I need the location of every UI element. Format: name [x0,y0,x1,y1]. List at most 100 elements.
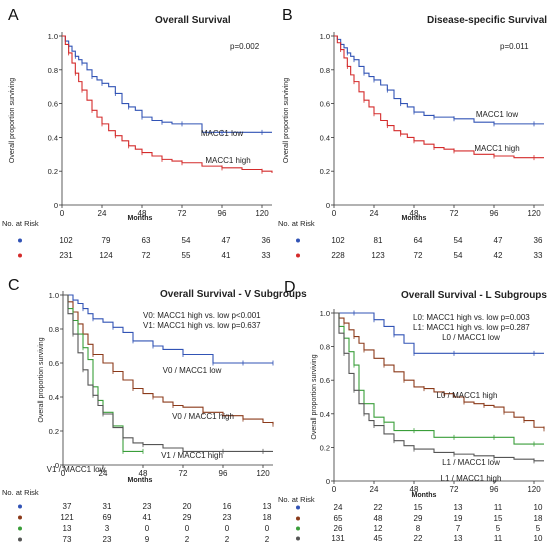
curve-label: V1 / MACC1 low [47,465,106,474]
x-tick-label: 48 [138,209,147,218]
y-tick-label: 0 [55,461,59,470]
risk-count: 26 [334,524,343,533]
y-tick-label: 0.2 [49,427,59,436]
risk-count: 0 [145,524,150,533]
risk-count: 18 [263,513,272,522]
risk-count: 79 [102,236,111,245]
risk-count: 65 [334,514,343,523]
risk-row-marker [18,504,22,509]
p-value-annotation: p=0.002 [230,42,260,51]
risk-count: 24 [334,503,343,512]
x-tick-label: 72 [179,469,188,478]
risk-row-marker [296,505,300,510]
risk-count: 10 [534,534,543,543]
x-tick-label: 96 [218,209,227,218]
risk-count: 54 [454,236,463,245]
panel-letter: A [8,7,19,24]
x-tick-label: 24 [370,209,379,218]
risk-count: 31 [103,502,112,511]
x-tick-label: 72 [450,485,459,494]
risk-count: 10 [534,503,543,512]
risk-count: 72 [142,251,151,260]
y-tick-label: 1.0 [49,291,59,300]
chart-title: Overall Survival [155,15,231,26]
risk-row-marker [18,238,22,243]
risk-count: 0 [185,524,190,533]
risk-count: 102 [59,236,73,245]
risk-count: 33 [534,251,543,260]
risk-count: 33 [262,251,271,260]
curve-label: L1 / MACC1 low [442,458,500,467]
risk-table-title: No. at Risk [278,219,315,228]
risk-count: 48 [374,514,383,523]
risk-count: 13 [63,524,72,533]
curve-label: V0 / MACC1 low [163,366,222,375]
risk-count: 5 [536,524,541,533]
y-tick-label: 0.8 [320,343,330,352]
x-tick-label: 120 [527,485,541,494]
risk-table-title: No. at Risk [2,488,39,497]
risk-count: 15 [494,514,503,523]
risk-count: 12 [374,524,383,533]
panel-letter: D [284,279,296,296]
p-value-annotation: V0: MACC1 high vs. low p<0.001 [143,311,261,320]
curve-label: L0 / MACC1 high [437,391,498,400]
y-tick-label: 0.6 [320,376,330,385]
risk-table-title: No. at Risk [2,219,39,228]
x-tick-label: 48 [410,209,419,218]
x-tick-label: 0 [60,209,65,218]
curve-label: MACC1 low [201,129,243,138]
y-tick-label: 1.0 [48,32,58,41]
y-tick-label: 0.4 [48,133,58,142]
risk-count: 124 [99,251,113,260]
risk-count: 9 [145,535,150,544]
risk-table-title: No. at Risk [278,495,315,504]
curve-label: V0 / MACC1 high [172,412,234,421]
x-tick-label: 96 [219,469,228,478]
x-axis-label: Months [402,215,427,222]
risk-count: 5 [496,524,501,533]
risk-count: 23 [143,502,152,511]
risk-count: 47 [222,236,231,245]
risk-count: 2 [225,535,230,544]
panel-a: A Overall Survival 0 24 48 72 96 120 0 0.2 0.4 0.6 0… [2,7,273,260]
p-value-annotation: L1: MACC1 high vs. low p=0.287 [413,323,530,332]
x-axis-label: Months [412,492,437,499]
risk-count: 16 [223,502,232,511]
x-tick-label: 0 [332,485,337,494]
risk-count: 15 [414,503,423,512]
risk-count: 13 [454,534,463,543]
risk-count: 0 [265,524,270,533]
risk-count: 228 [331,251,345,260]
risk-count: 23 [223,513,232,522]
y-tick-label: 1.0 [320,309,330,318]
curve-label: MACC1 high [474,144,519,153]
risk-row-marker [296,536,300,541]
risk-count: 11 [494,534,503,543]
x-tick-label: 24 [370,485,379,494]
risk-count: 55 [182,251,191,260]
risk-row-marker [296,526,300,531]
y-tick-label: 0.8 [48,66,58,75]
y-tick-label: 0.8 [49,325,59,334]
risk-row-marker [18,526,22,531]
risk-count: 29 [183,513,192,522]
risk-row-marker [18,515,22,520]
risk-count: 64 [414,236,423,245]
risk-count: 102 [331,236,345,245]
risk-count: 37 [63,502,72,511]
risk-count: 231 [59,251,73,260]
risk-count: 121 [60,513,74,522]
risk-count: 36 [534,236,543,245]
risk-count: 54 [182,236,191,245]
risk-count: 22 [414,534,423,543]
y-tick-label: 0 [54,201,58,210]
survival-curve-0 [62,35,272,133]
x-tick-label: 0 [332,209,337,218]
x-tick-label: 120 [256,469,270,478]
x-tick-label: 96 [490,209,499,218]
risk-count: 69 [103,513,112,522]
risk-count: 72 [414,251,423,260]
